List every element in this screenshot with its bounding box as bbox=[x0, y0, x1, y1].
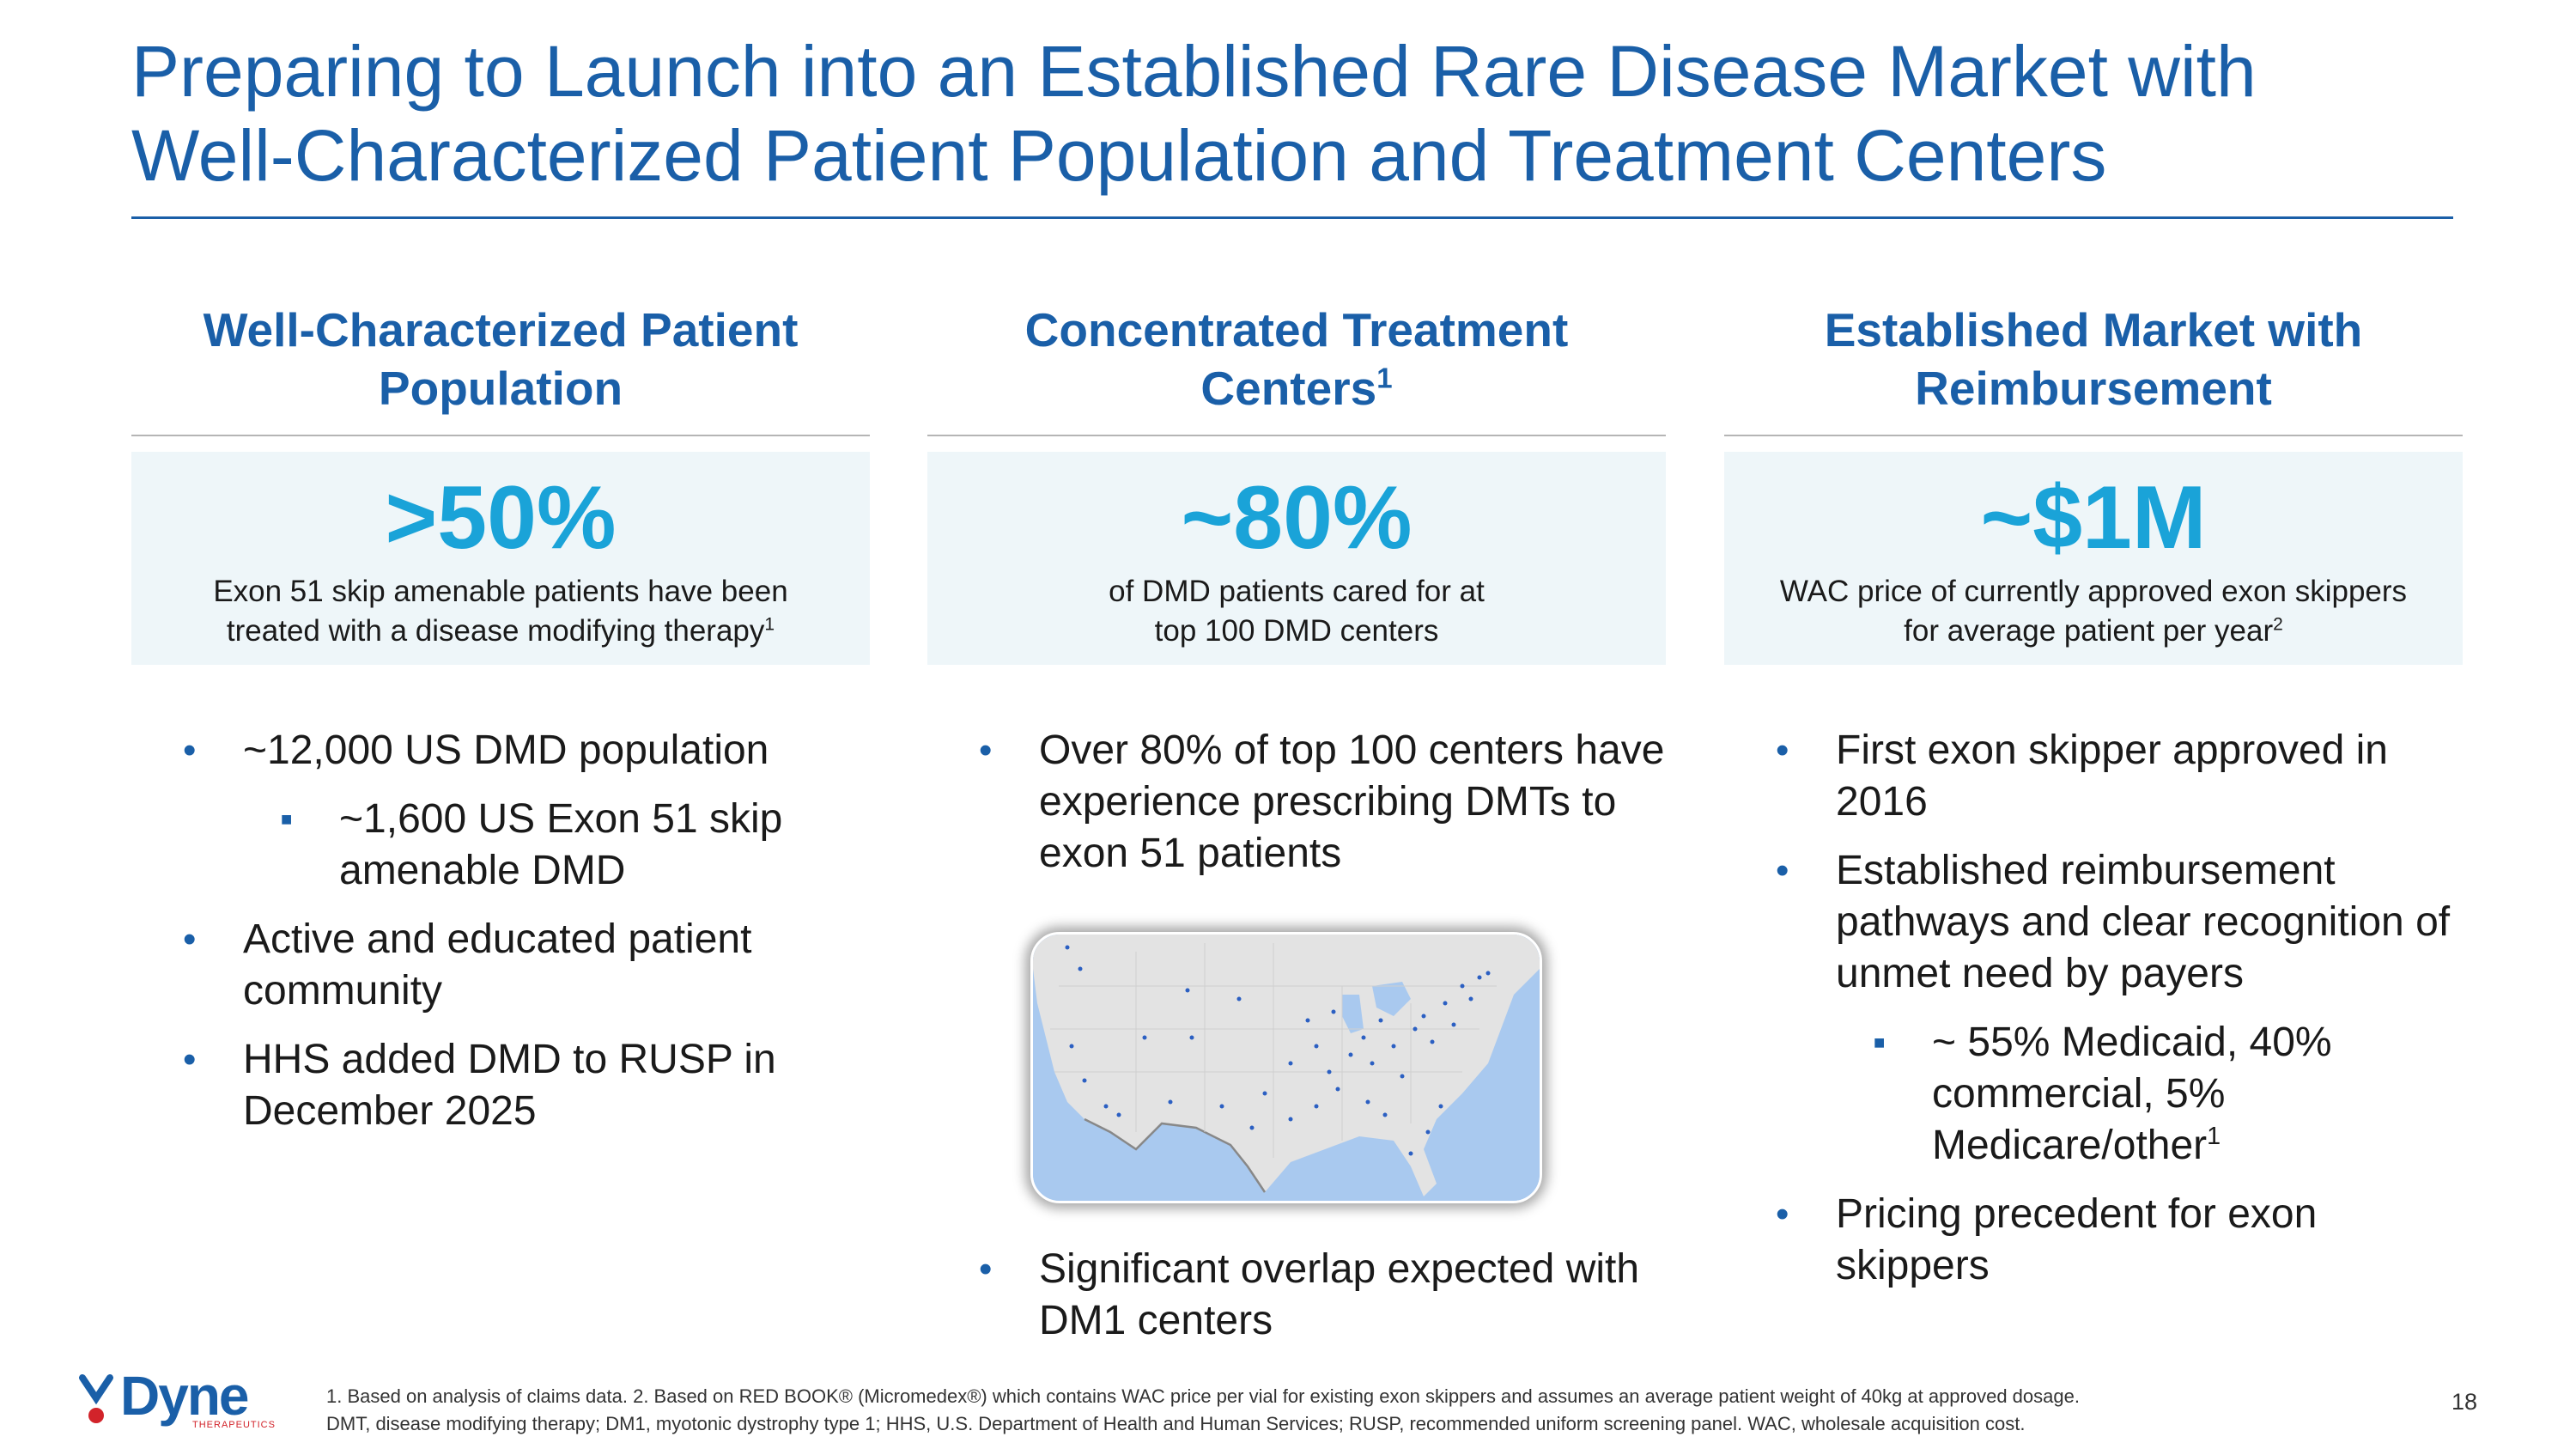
logo-text: Dyne bbox=[120, 1365, 249, 1427]
heading-line-2: Centers bbox=[1200, 362, 1377, 415]
stat-desc-line-2: treated with a disease modifying therapy bbox=[226, 614, 765, 648]
footnote-line-2: DMT, disease modifying therapy; DM1, myo… bbox=[326, 1413, 2026, 1434]
column-heading: Well-Characterized Patient Population bbox=[131, 283, 870, 435]
title-divider bbox=[131, 216, 2453, 219]
heading-line-2: Population bbox=[378, 362, 623, 415]
list-item: Significant overlap expected with DM1 ce… bbox=[927, 1244, 1666, 1347]
logo-subtext: THERAPEUTICS bbox=[192, 1420, 276, 1430]
title-line-2: Well-Characterized Patient Population an… bbox=[131, 115, 2107, 196]
stat-desc-line-1: Exon 51 skip amenable patients have been bbox=[213, 575, 788, 608]
list-item: Active and educated patient community bbox=[131, 914, 870, 1017]
title-line-1: Preparing to Launch into an Established … bbox=[131, 31, 2257, 112]
sub-list-item: ~1,600 US Exon 51 skip amenable DMD bbox=[131, 794, 870, 897]
list-item: Over 80% of top 100 centers have experie… bbox=[927, 725, 1666, 880]
map-graphic bbox=[1033, 935, 1540, 1201]
us-map-image bbox=[1030, 932, 1542, 1203]
footnote-ref: 1 bbox=[1376, 362, 1393, 394]
heading-line-1: Well-Characterized Patient bbox=[203, 303, 799, 356]
page-title: Preparing to Launch into an Established … bbox=[131, 29, 2467, 198]
stat-box: ~$1M WAC price of currently approved exo… bbox=[1724, 452, 2463, 665]
column-market-reimbursement: Established Market with Reimbursement ~$… bbox=[1724, 283, 2463, 1309]
heading-line-1: Concentrated Treatment bbox=[1024, 303, 1569, 356]
bullet-list: First exon skipper approved in 2016 Esta… bbox=[1724, 725, 2463, 1292]
column-heading: Established Market with Reimbursement bbox=[1724, 283, 2463, 435]
footnotes: 1. Based on analysis of claims data. 2. … bbox=[326, 1383, 2353, 1438]
list-item: Pricing precedent for exon skippers bbox=[1724, 1189, 2463, 1292]
stat-value: ~80% bbox=[1181, 468, 1413, 568]
stat-desc-line-2: top 100 DMD centers bbox=[1154, 614, 1439, 648]
heading-line-1: Established Market with bbox=[1824, 303, 2363, 356]
footnote-ref: 1 bbox=[764, 614, 775, 635]
logo-mark-icon bbox=[79, 1374, 113, 1423]
sub-list-item: ~ 55% Medicaid, 40% commercial, 5% Medic… bbox=[1724, 1017, 2463, 1172]
column-divider bbox=[131, 435, 870, 436]
stat-description: Exon 51 skip amenable patients have been… bbox=[131, 572, 870, 651]
column-patient-population: Well-Characterized Patient Population >5… bbox=[131, 283, 870, 1154]
footnote-ref: 2 bbox=[2273, 614, 2283, 635]
list-item: First exon skipper approved in 2016 bbox=[1724, 725, 2463, 828]
bullet-list: Over 80% of top 100 centers have experie… bbox=[927, 725, 1666, 880]
bullet-list: ~12,000 US DMD population ~1,600 US Exon… bbox=[131, 725, 870, 1137]
column-treatment-centers: Concentrated Treatment Centers1 ~80% of … bbox=[927, 283, 1666, 897]
page-number: 18 bbox=[2451, 1389, 2478, 1415]
column-divider bbox=[927, 435, 1666, 436]
bullet-list: Significant overlap expected with DM1 ce… bbox=[927, 1244, 1666, 1347]
sub-item-text: ~ 55% Medicaid, 40% commercial, 5% Medic… bbox=[1932, 1020, 2332, 1168]
stat-desc-line-1: of DMD patients cared for at bbox=[1109, 575, 1485, 608]
stat-description: of DMD patients cared for at top 100 DMD… bbox=[927, 572, 1666, 651]
stat-desc-line-1: WAC price of currently approved exon ski… bbox=[1779, 575, 2408, 608]
stat-box: >50% Exon 51 skip amenable patients have… bbox=[131, 452, 870, 665]
footnote-line-1: 1. Based on analysis of claims data. 2. … bbox=[326, 1385, 2080, 1407]
stat-box: ~80% of DMD patients cared for at top 10… bbox=[927, 452, 1666, 665]
stat-description: WAC price of currently approved exon ski… bbox=[1724, 572, 2463, 651]
stat-value: ~$1M bbox=[1980, 468, 2207, 568]
list-item: Established reimbursement pathways and c… bbox=[1724, 845, 2463, 1000]
heading-line-2: Reimbursement bbox=[1915, 362, 2272, 415]
column-divider bbox=[1724, 435, 2463, 436]
stat-value: >50% bbox=[385, 468, 617, 568]
bottom-bullet: Significant overlap expected with DM1 ce… bbox=[927, 1244, 1666, 1364]
list-item: ~12,000 US DMD population bbox=[131, 725, 870, 776]
stat-desc-line-2: for average patient per year bbox=[1904, 614, 2274, 648]
footnote-ref: 1 bbox=[2207, 1123, 2221, 1150]
company-logo: Dyne THERAPEUTICS bbox=[79, 1365, 285, 1436]
column-heading: Concentrated Treatment Centers1 bbox=[927, 283, 1666, 435]
list-item: HHS added DMD to RUSP in December 2025 bbox=[131, 1034, 870, 1137]
